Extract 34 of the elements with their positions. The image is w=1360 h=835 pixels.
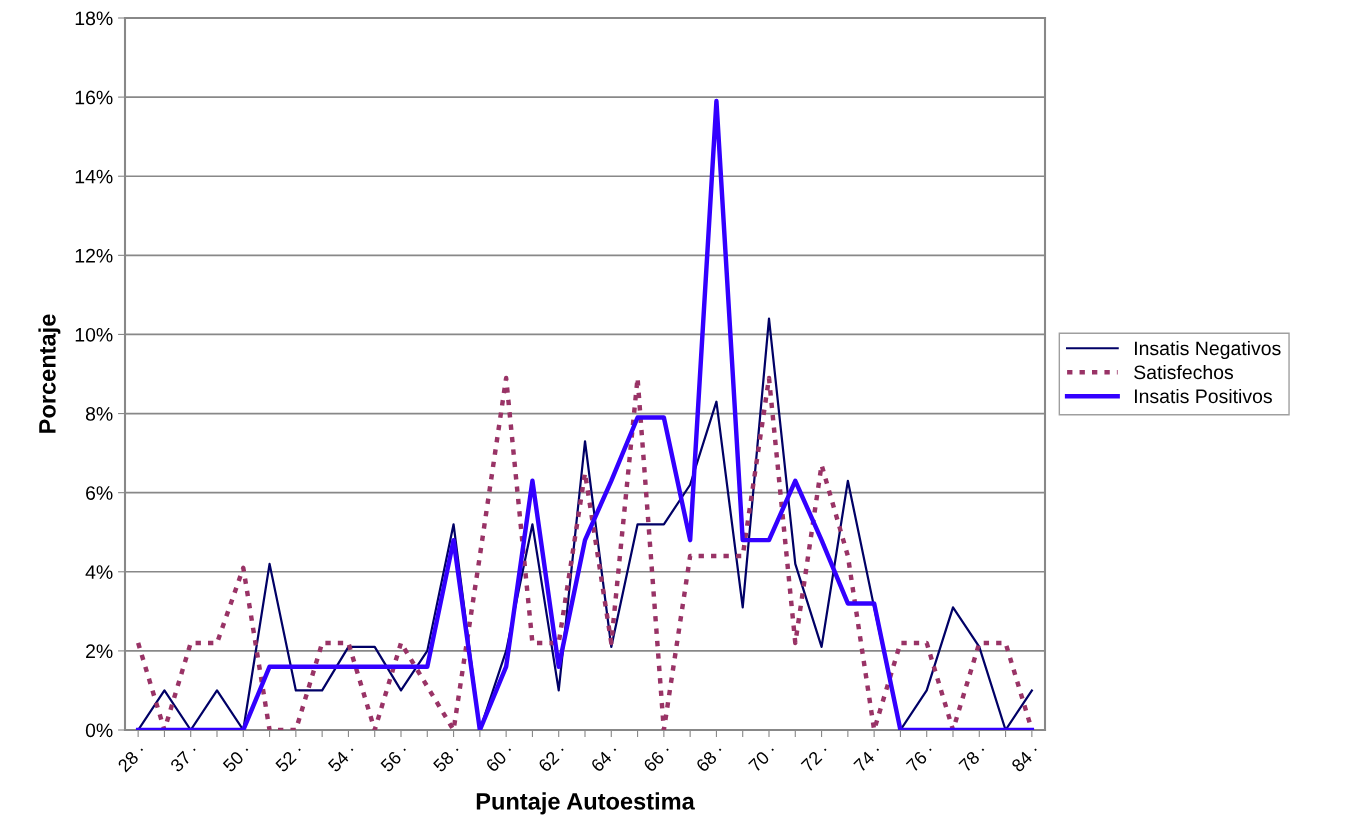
legend-label: Insatis Positivos <box>1135 388 1272 404</box>
y-axis-title: Porcentaje <box>38 314 61 433</box>
x-tick-label: 37 · <box>169 743 199 773</box>
x-tick-label: 74 · <box>853 743 882 773</box>
x-tick-label: 58 · <box>432 743 462 773</box>
x-tick-label: 62 · <box>537 743 567 773</box>
x-tick-label: 60 · <box>485 743 514 773</box>
x-tick-label: 72 · <box>800 743 830 773</box>
y-tick-label: 12% <box>75 248 113 263</box>
y-tick-label: 18% <box>75 11 113 26</box>
y-tick-label: 4% <box>85 565 113 579</box>
y-tick-label: 6% <box>86 486 113 500</box>
y-tick-label: 2% <box>86 644 113 659</box>
x-tick-label: 68 · <box>695 743 725 773</box>
x-tick-label: 76 · <box>905 743 935 773</box>
x-tick-label: 78 · <box>958 743 988 773</box>
x-tick-label: 64 · <box>590 743 620 773</box>
x-tick-label: 54 · <box>327 743 357 773</box>
y-tick-label: 10% <box>75 327 113 342</box>
line-series <box>135 98 1035 730</box>
legend-label: Satisfechos <box>1134 364 1234 380</box>
x-tick-label: 66 · <box>642 743 672 773</box>
x-tick-label: 52 · <box>274 743 304 773</box>
x-tick-label: 50 · <box>222 743 252 773</box>
x-tick-label: 28 · <box>117 743 146 773</box>
y-tick-label: 16% <box>75 90 113 105</box>
x-tick-label: 70 · <box>747 743 777 773</box>
legend-label: Insatis Negativos <box>1135 340 1281 360</box>
y-tick-label: 8% <box>85 407 113 421</box>
x-tick-label: 84 · <box>1010 743 1040 773</box>
y-tick-label: 14% <box>75 169 113 184</box>
x-tick-label: 56 · <box>379 743 409 773</box>
x-axis-title: Puntaje Autoestima <box>476 792 695 815</box>
y-tick-label: 0% <box>85 723 113 738</box>
